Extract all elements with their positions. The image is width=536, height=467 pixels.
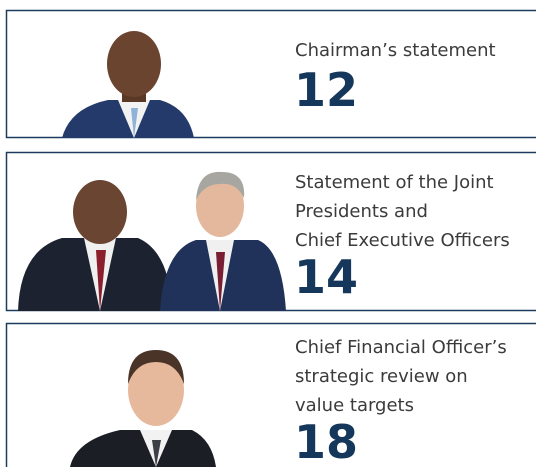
card-title: Chairman’s statement <box>295 40 496 61</box>
card-title: value targets <box>295 395 414 416</box>
portrait <box>18 171 286 311</box>
page-number: 12 <box>294 63 358 117</box>
page-number: 18 <box>294 415 358 467</box>
page-number: 14 <box>294 250 358 304</box>
card-title: strategic review on <box>295 366 468 387</box>
card-frame <box>5 9 536 139</box>
card-title: Presidents and <box>295 201 428 222</box>
card-title: Chief Executive Officers <box>295 230 510 251</box>
portrait <box>70 350 216 467</box>
card-title: Chief Financial Officer’s <box>295 337 507 358</box>
portrait <box>62 31 194 138</box>
card-title: Statement of the Joint <box>295 172 494 193</box>
card-frame <box>5 322 536 467</box>
